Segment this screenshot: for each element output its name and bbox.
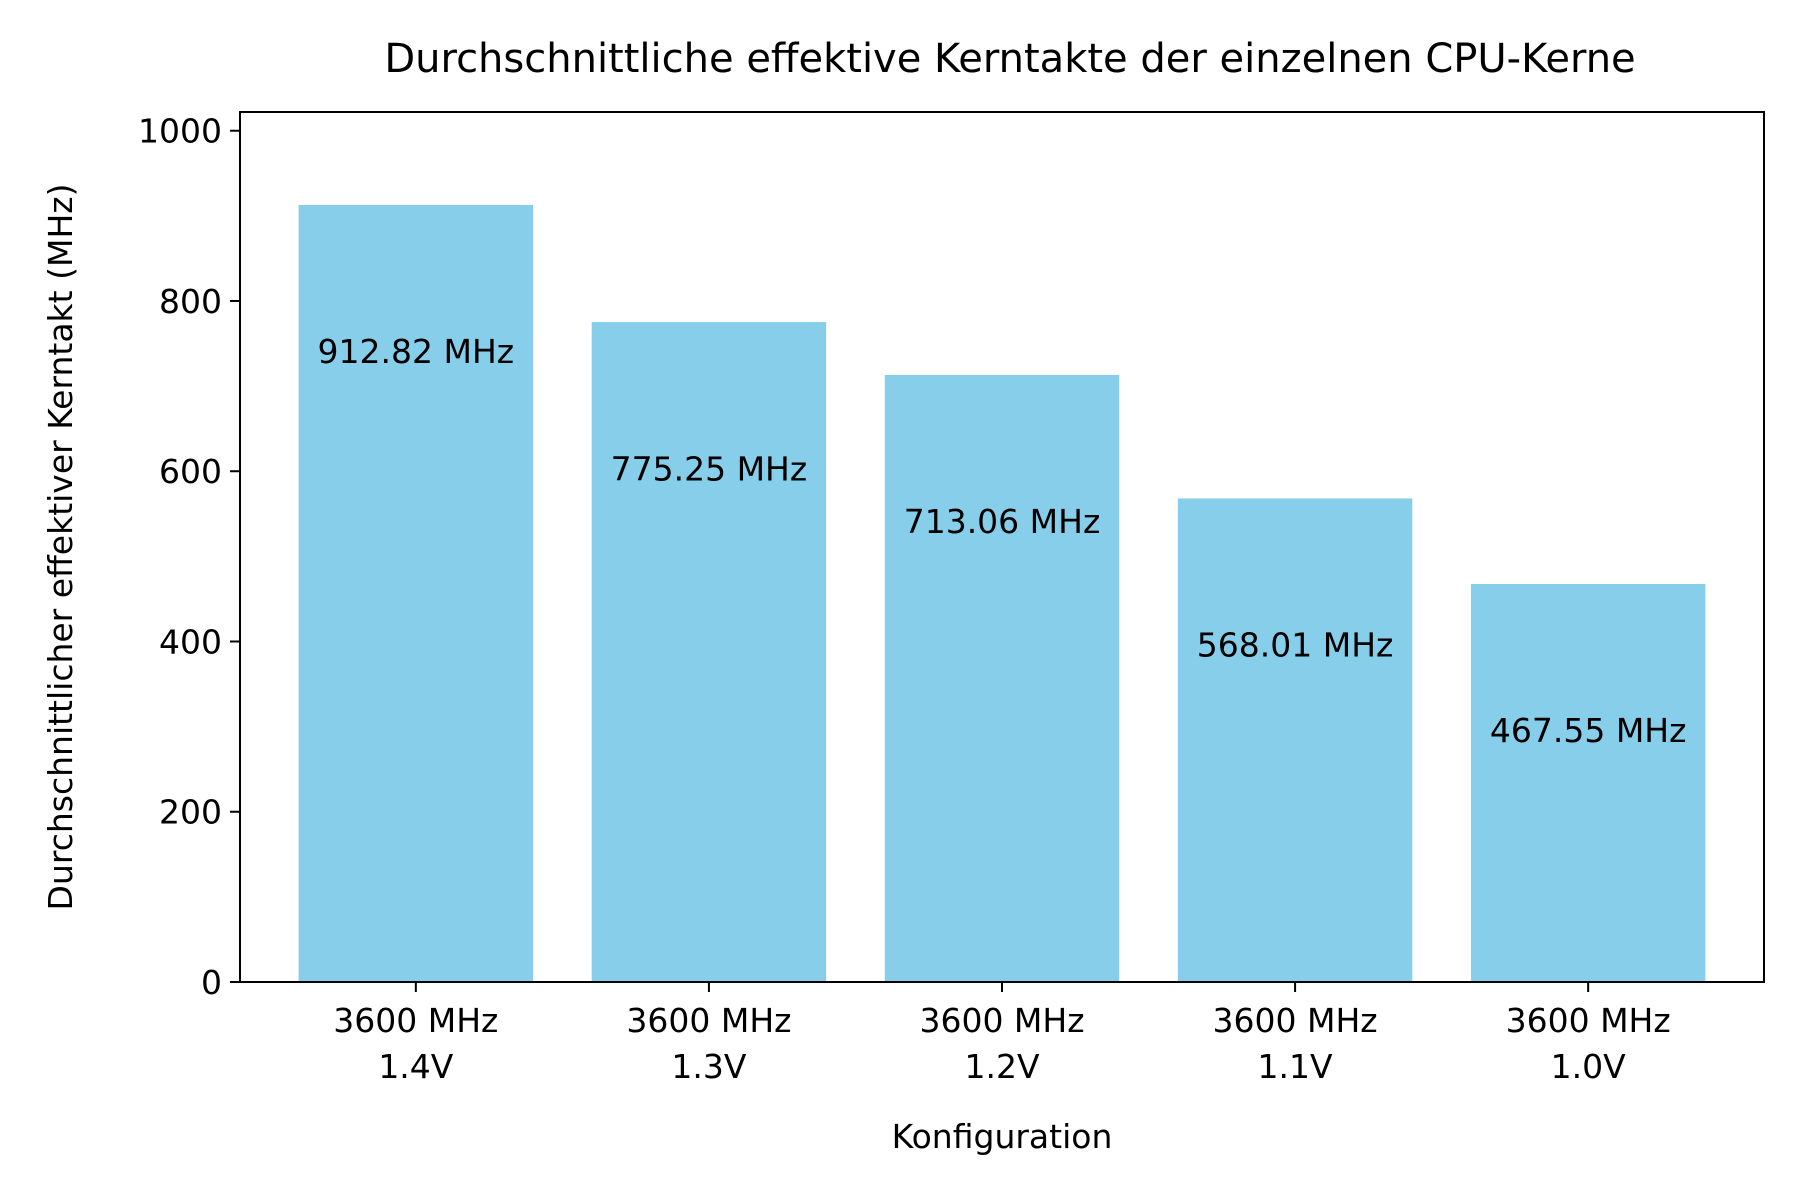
x-tick-label: 1.0V	[1551, 1047, 1626, 1086]
bar-value-label: 568.01 MHz	[1197, 626, 1394, 665]
x-axis-label: Konfiguration	[892, 1117, 1113, 1156]
y-tick-label: 200	[159, 793, 222, 832]
bars-layer	[298, 204, 1706, 983]
bar-labels-layer: 912.82 MHz 775.25 MHz 713.06 MHz 568.01 MHz…	[318, 332, 1687, 750]
bar	[884, 374, 1120, 983]
y-axis-label: Durchschnittlicher effektiver Kerntakt (…	[41, 184, 80, 911]
x-tick-label: 3600 MHz	[919, 1001, 1084, 1040]
bar-value-label: 912.82 MHz	[318, 332, 515, 371]
x-tick-label: 3600 MHz	[1213, 1001, 1378, 1040]
y-axis: 0 200 400 600 800 1000	[138, 112, 240, 1002]
chart-title: Durchschnittliche effektive Kerntakte de…	[384, 36, 1635, 82]
y-tick-label: 400	[159, 622, 222, 661]
bar-value-label: 775.25 MHz	[611, 449, 808, 488]
y-tick-label: 600	[159, 452, 222, 491]
y-tick-label: 0	[201, 963, 222, 1002]
bar	[591, 322, 827, 982]
bar	[298, 204, 534, 982]
x-tick-label: 3600 MHz	[626, 1001, 791, 1040]
y-tick-label: 800	[159, 282, 222, 321]
bar-value-label: 713.06 MHz	[904, 502, 1101, 541]
x-tick-label: 1.3V	[671, 1047, 746, 1086]
bar-value-label: 467.55 MHz	[1490, 711, 1687, 750]
plot-frame	[239, 111, 1765, 983]
x-tick-label: 3600 MHz	[333, 1001, 498, 1040]
x-axis: 3600 MHz 1.4V 3600 MHz 1.3V 3600 MHz 1.2V 3600…	[333, 982, 1671, 1086]
y-tick-label: 1000	[138, 112, 222, 151]
bar	[1177, 498, 1413, 982]
x-tick-label: 1.4V	[378, 1047, 453, 1086]
bar	[1470, 583, 1706, 982]
x-tick-label: 1.1V	[1258, 1047, 1333, 1086]
x-tick-label: 1.2V	[964, 1047, 1039, 1086]
x-tick-label: 3600 MHz	[1506, 1001, 1671, 1040]
